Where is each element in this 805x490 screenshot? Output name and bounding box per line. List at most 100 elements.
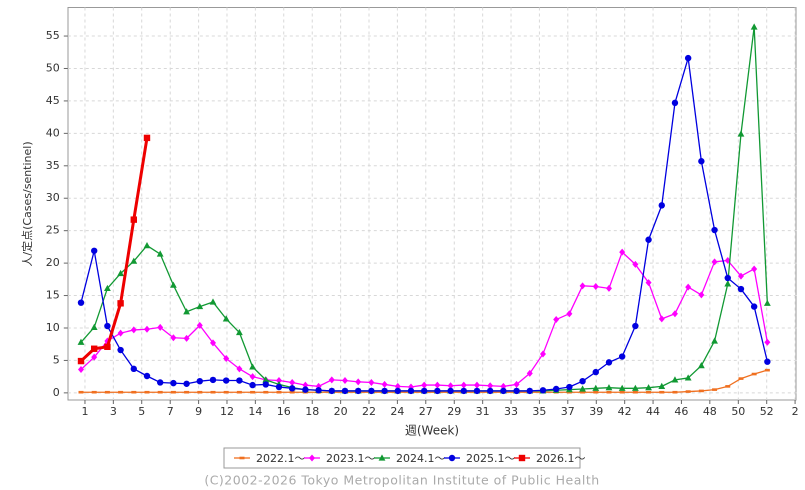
legend-label: 2024.1～ (396, 452, 446, 465)
point (156, 250, 164, 257)
y-tick-label: 45 (46, 94, 60, 107)
point (104, 390, 110, 394)
point (420, 387, 428, 395)
x-tick-label: 46 (674, 405, 688, 418)
point (131, 390, 137, 394)
x-tick-label: 12 (220, 405, 234, 418)
point (183, 334, 190, 342)
series (77, 54, 771, 395)
legend-marker (309, 454, 315, 462)
point (618, 384, 626, 391)
point (632, 322, 639, 330)
legend (223, 447, 581, 469)
point (566, 383, 573, 391)
point (276, 390, 282, 394)
point (91, 390, 97, 394)
point (117, 300, 124, 307)
point (658, 315, 665, 323)
point (684, 374, 692, 381)
point (275, 383, 283, 391)
x-tick-label: 37 (561, 405, 575, 418)
x-tick-label: 14 (248, 405, 262, 418)
point (580, 390, 586, 394)
point (566, 310, 573, 318)
point (579, 377, 586, 385)
point (90, 247, 98, 254)
point (302, 386, 309, 393)
point (328, 387, 335, 395)
legend-marker (378, 454, 386, 461)
point (606, 390, 612, 394)
point (236, 390, 242, 394)
point (209, 339, 216, 347)
point (104, 343, 111, 351)
point (685, 283, 692, 291)
x-tick-label: 50 (731, 405, 745, 418)
point (684, 54, 692, 62)
x-tick-label: 31 (476, 405, 490, 418)
point (143, 241, 151, 249)
point (513, 380, 520, 388)
point (117, 269, 124, 277)
point (737, 130, 745, 137)
point (117, 346, 124, 354)
point (223, 354, 230, 362)
point (764, 338, 771, 346)
point (592, 282, 599, 290)
point (77, 357, 85, 365)
point (592, 384, 600, 391)
point (593, 390, 599, 394)
point (90, 345, 98, 352)
point (631, 384, 639, 391)
point (725, 385, 731, 388)
legend-label: 2023.1～ (326, 452, 376, 465)
point (117, 329, 124, 337)
point (685, 390, 691, 393)
point (619, 390, 625, 394)
point (394, 387, 401, 395)
point (381, 380, 388, 388)
point (381, 387, 388, 395)
point (539, 350, 546, 358)
point (157, 390, 163, 394)
point (156, 379, 164, 386)
point (447, 387, 454, 395)
y-tick-label: 35 (46, 159, 60, 172)
point (513, 387, 520, 395)
y-tick-label: 15 (46, 289, 60, 302)
point (605, 359, 613, 366)
point (671, 310, 678, 318)
point (671, 99, 679, 107)
point (169, 281, 177, 288)
legend-marker (518, 454, 526, 462)
point (130, 257, 138, 264)
x-tick-label: 48 (703, 405, 717, 418)
y-tick-label: 5 (53, 353, 60, 366)
legend-marker (448, 454, 456, 462)
point (724, 280, 732, 287)
x-tick-label: 35 (532, 405, 546, 418)
point (223, 390, 229, 394)
point (645, 236, 652, 243)
point (407, 387, 415, 395)
point (196, 302, 204, 310)
point (143, 134, 151, 142)
point (288, 385, 296, 392)
point (500, 387, 507, 395)
legend-label: 2026.1～ (536, 452, 586, 465)
point (487, 382, 494, 390)
point (605, 284, 612, 292)
point (249, 373, 256, 381)
point (645, 384, 652, 391)
point (646, 390, 652, 394)
x-tick-label: 2 (792, 405, 799, 418)
point (737, 272, 744, 280)
point (103, 284, 111, 292)
point (632, 390, 638, 394)
x-tick-label: 33 (504, 405, 518, 418)
y-tick-label: 20 (46, 256, 60, 269)
legend-marker (239, 456, 245, 460)
point (170, 390, 176, 394)
x-tick-label: 22 (362, 405, 376, 418)
footer: (C)2002-2026 Tokyo Metropolitan Institut… (204, 473, 599, 488)
